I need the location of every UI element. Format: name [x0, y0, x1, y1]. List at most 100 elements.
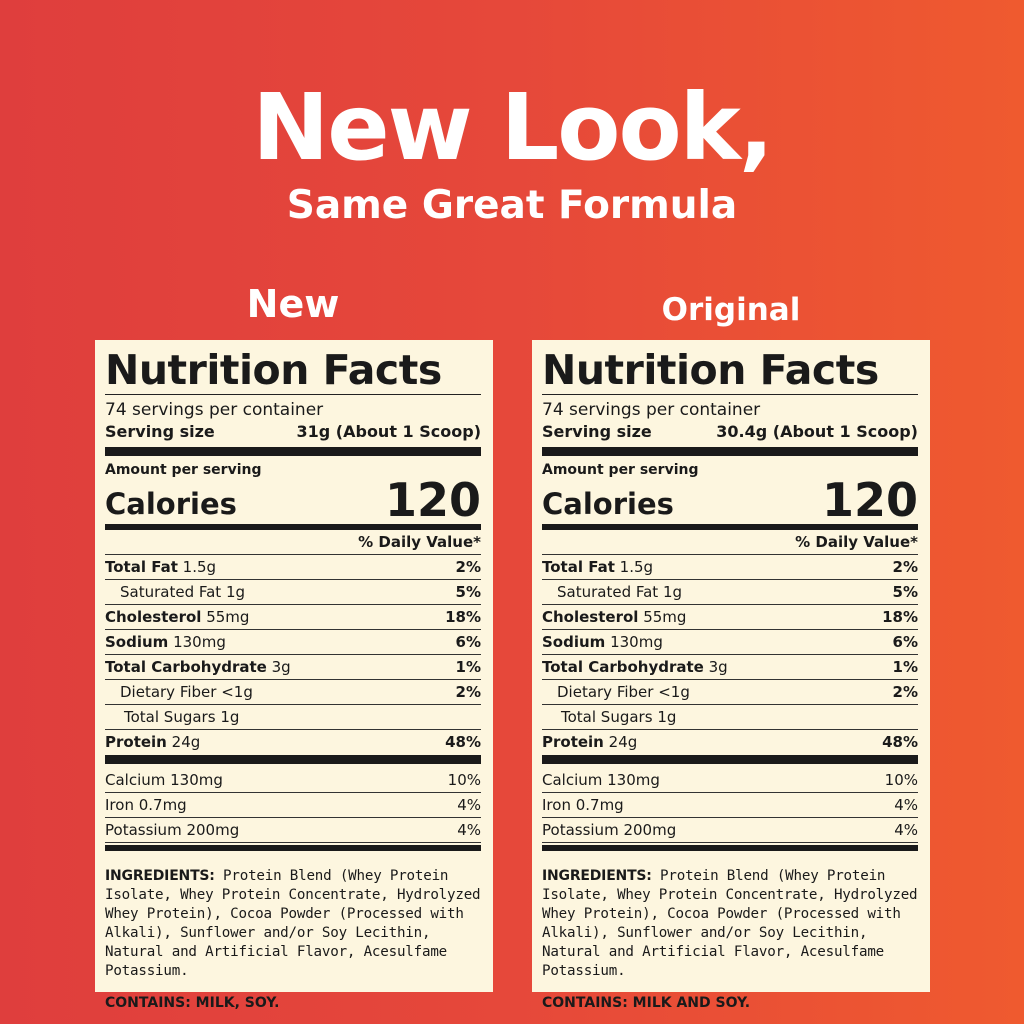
- nutrition-facts-title: Nutrition Facts: [105, 346, 481, 395]
- nutrient-name: Total Sugars: [124, 708, 216, 726]
- mineral-name: Calcium 130mg: [542, 771, 660, 789]
- mineral-name: Iron 0.7mg: [105, 796, 187, 814]
- nutrient-row: Total Carbohydrate 3g 1%: [542, 655, 918, 680]
- calories-value: 120: [384, 473, 481, 527]
- nutrient-row: Total Sugars 1g: [105, 705, 481, 730]
- ingredients-label: INGREDIENTS:: [542, 868, 652, 884]
- ingredients-text: Protein Blend (Whey Protein Isolate, Whe…: [105, 868, 481, 979]
- nutrient-daily-value: 6%: [455, 633, 481, 651]
- nutrient-name: Protein: [105, 733, 167, 751]
- mineral-daily-value: 4%: [457, 821, 481, 839]
- servings-per-container: 74 servings per container: [542, 400, 761, 420]
- mineral-name: Calcium 130mg: [105, 771, 223, 789]
- serving-size-label: Serving size: [542, 422, 652, 441]
- nutrient-amount: <1g: [221, 683, 253, 701]
- nutrient-amount: 3g: [271, 658, 291, 676]
- divider: [542, 524, 918, 530]
- nutrient-amount: <1g: [658, 683, 690, 701]
- mineral-row: Iron 0.7mg 4%: [542, 793, 918, 818]
- nutrient-amount: 24g: [171, 733, 201, 751]
- nutrient-amount: 55mg: [643, 608, 687, 626]
- serving-size-row: Serving size 31g (About 1 Scoop): [105, 421, 481, 443]
- calories-label: Calories: [105, 487, 237, 521]
- new-nutrition-label: Nutrition Facts 74 servings per containe…: [95, 340, 493, 1011]
- nutrient-name: Protein: [542, 733, 604, 751]
- nutrient-row: Cholesterol 55mg 18%: [542, 605, 918, 630]
- nutrient-row: Sodium 130mg 6%: [542, 630, 918, 655]
- amount-per-serving: Amount per serving: [105, 462, 262, 478]
- nutrient-name: Sodium: [542, 633, 606, 651]
- ingredients-label: INGREDIENTS:: [105, 868, 215, 884]
- nutrient-row: Saturated Fat 1g 5%: [105, 580, 481, 605]
- nutrient-amount: 55mg: [206, 608, 250, 626]
- nutrient-row: Dietary Fiber <1g 2%: [542, 680, 918, 705]
- serving-size-label: Serving size: [105, 422, 215, 441]
- nutrient-name: Total Fat: [105, 558, 178, 576]
- divider: [105, 447, 481, 456]
- calories-row: Calories 120: [542, 473, 918, 527]
- mineral-daily-value: 10%: [884, 771, 918, 789]
- nutrient-daily-value: 48%: [445, 733, 481, 751]
- divider: [105, 524, 481, 530]
- nutrient-amount: 130mg: [610, 633, 663, 651]
- calories-label: Calories: [542, 487, 674, 521]
- mineral-row: Potassium 200mg 4%: [105, 818, 481, 843]
- nutrient-name: Cholesterol: [105, 608, 202, 626]
- mineral-row: Calcium 130mg 10%: [105, 768, 481, 793]
- nutrient-row: Protein 24g 48%: [105, 730, 481, 755]
- nutrient-row: Total Carbohydrate 3g 1%: [105, 655, 481, 680]
- ingredients: INGREDIENTS: Protein Blend (Whey Protein…: [105, 867, 481, 981]
- divider: [105, 845, 481, 851]
- nutrient-name: Total Sugars: [561, 708, 653, 726]
- divider: [542, 447, 918, 456]
- headline: New Look,: [252, 74, 774, 181]
- nutrient-name: Saturated Fat: [120, 583, 222, 601]
- divider: [542, 845, 918, 851]
- nutrient-daily-value: 18%: [445, 608, 481, 626]
- nutrient-amount: 24g: [608, 733, 638, 751]
- mineral-row: Potassium 200mg 4%: [542, 818, 918, 843]
- nutrient-amount: 3g: [708, 658, 728, 676]
- nutrient-daily-value: 2%: [892, 558, 918, 576]
- daily-value-header: % Daily Value*: [542, 530, 918, 555]
- nutrient-row: Saturated Fat 1g 5%: [542, 580, 918, 605]
- new-label: New: [246, 282, 340, 326]
- nutrient-row: Total Sugars 1g: [542, 705, 918, 730]
- allergen-statement: CONTAINS: MILK AND SOY.: [542, 995, 751, 1011]
- nutrient-amount: 130mg: [173, 633, 226, 651]
- calories-value: 120: [821, 473, 918, 527]
- nutrient-amount: 1g: [662, 583, 683, 601]
- nutrient-name: Sodium: [105, 633, 169, 651]
- original-nutrition-label: Nutrition Facts 74 servings per containe…: [532, 340, 930, 1011]
- nutrient-name: Dietary Fiber: [120, 683, 217, 701]
- nutrient-name: Saturated Fat: [557, 583, 659, 601]
- calories-row: Calories 120: [105, 473, 481, 527]
- nutrient-row: Cholesterol 55mg 18%: [105, 605, 481, 630]
- mineral-row: Calcium 130mg 10%: [542, 768, 918, 793]
- mineral-row: Iron 0.7mg 4%: [105, 793, 481, 818]
- nutrient-daily-value: 1%: [892, 658, 918, 676]
- serving-size-value: 31g (About 1 Scoop): [296, 422, 482, 441]
- mineral-name: Potassium 200mg: [542, 821, 677, 839]
- ingredients: INGREDIENTS: Protein Blend (Whey Protein…: [542, 867, 918, 981]
- mineral-daily-value: 10%: [447, 771, 481, 789]
- allergen-statement: CONTAINS: MILK, SOY.: [105, 995, 280, 1011]
- mineral-name: Potassium 200mg: [105, 821, 240, 839]
- nutrient-amount: 1g: [220, 708, 240, 726]
- nutrient-name: Total Carbohydrate: [105, 658, 267, 676]
- mineral-name: Iron 0.7mg: [542, 796, 624, 814]
- nutrient-daily-value: 2%: [455, 558, 481, 576]
- subheadline: Same Great Formula: [286, 183, 738, 228]
- nutrient-row: Total Fat 1.5g 2%: [542, 555, 918, 580]
- mineral-daily-value: 4%: [457, 796, 481, 814]
- mineral-daily-value: 4%: [894, 796, 918, 814]
- nutrient-daily-value: 18%: [882, 608, 918, 626]
- divider: [542, 755, 918, 764]
- nutrient-name: Dietary Fiber: [557, 683, 654, 701]
- nutrient-daily-value: 48%: [882, 733, 918, 751]
- nutrient-name: Cholesterol: [542, 608, 639, 626]
- nutrient-row: Sodium 130mg 6%: [105, 630, 481, 655]
- ingredients-text: Protein Blend (Whey Protein Isolate, Whe…: [542, 868, 918, 979]
- mineral-daily-value: 4%: [894, 821, 918, 839]
- nutrient-daily-value: 5%: [892, 583, 918, 601]
